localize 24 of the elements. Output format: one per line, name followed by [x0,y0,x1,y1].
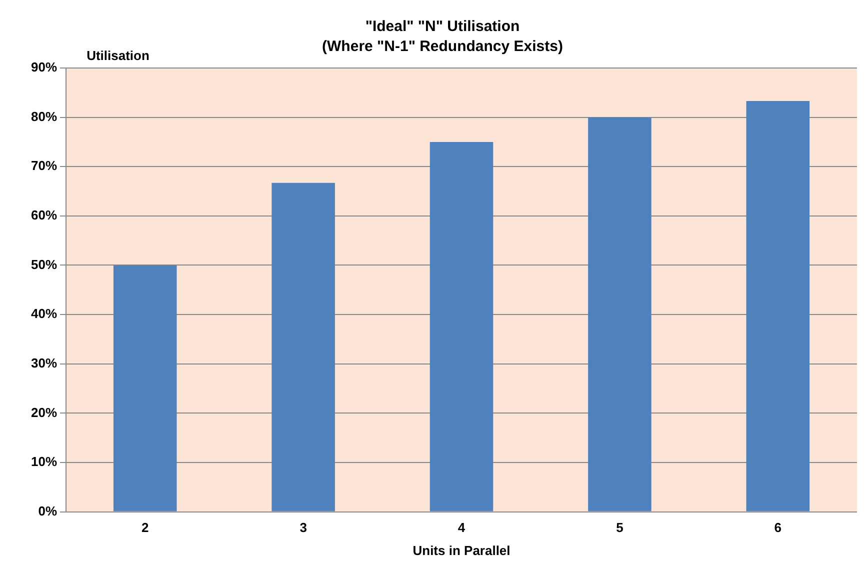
y-tick-label: 70% [30,158,58,174]
y-tick-label: 60% [30,208,58,223]
y-tick-label: 0% [38,503,58,518]
x-tick-label: 4 [458,520,466,536]
y-tick-label: 90% [30,60,58,75]
x-tick-label: 2 [142,520,149,536]
y-axis-title: Utilisation [86,48,150,63]
y-tick-label: 80% [30,108,58,124]
bar [430,142,494,512]
y-tick-label: 10% [30,454,58,470]
y-tick-label: 20% [30,404,58,420]
bar [113,265,177,512]
chart-title: "Ideal" "N" Utilisation [365,18,520,36]
y-tick-label: 30% [30,355,58,370]
x-tick-label: 6 [774,520,782,536]
x-tick-label: 5 [616,520,624,536]
x-tick-label: 3 [300,520,307,536]
bar [272,182,335,512]
bar [746,101,810,512]
x-axis-title: Units in Parallel [412,542,510,558]
y-tick-label: 50% [30,256,58,272]
bar [588,117,652,512]
y-tick-label: 40% [30,306,58,322]
chart-subtitle: (Where "N-1" Redundancy Exists) [322,38,563,56]
